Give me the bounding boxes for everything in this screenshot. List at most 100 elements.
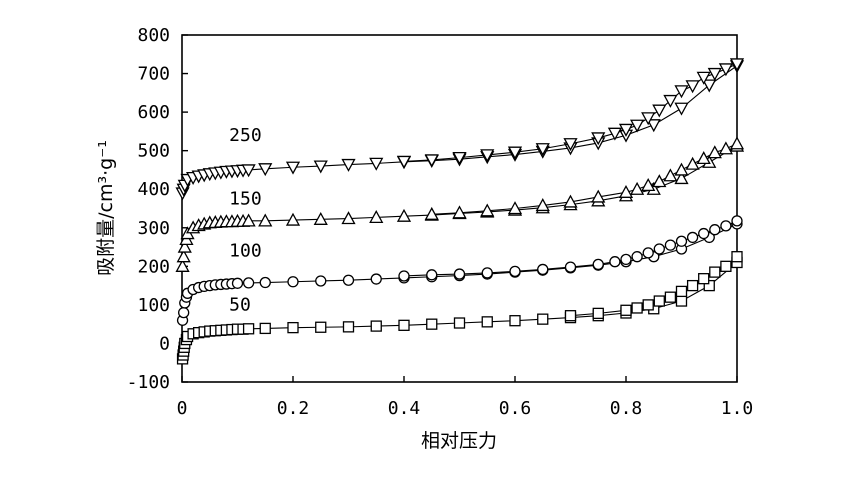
series-100-desorption-point	[564, 261, 577, 273]
series-50-desorption-point	[631, 302, 643, 314]
series-150-desorption-point	[652, 174, 667, 188]
y-tick-label: 700	[137, 64, 170, 85]
series-100-adsorption-point	[259, 276, 271, 289]
series-50-desorption-point	[720, 260, 732, 272]
series-250-adsorption-point	[369, 157, 384, 171]
x-tick-label: 0.2	[277, 398, 310, 419]
series-150-adsorption-point	[175, 258, 190, 272]
y-tick-label: 200	[137, 256, 170, 277]
y-tick-label: 600	[137, 102, 170, 123]
series-100-desorption-point	[426, 269, 438, 281]
series-50-adsorption-point	[370, 320, 382, 332]
series-150-desorption-point	[630, 181, 645, 195]
series-150-adsorption-point	[341, 211, 356, 225]
series-250-desorption-point	[663, 94, 678, 108]
series-150-desorption-point	[424, 206, 439, 220]
series-50-desorption-point	[675, 285, 688, 298]
series-100-desorption-point	[709, 224, 721, 236]
series-250-desorption-point	[424, 154, 439, 168]
series-100-adsorption-point	[242, 277, 255, 289]
series-150-desorption-point	[663, 168, 678, 182]
series-50-desorption-point	[592, 307, 604, 320]
series-label-150: 150	[229, 189, 262, 210]
series-250-desorption-point	[707, 67, 722, 81]
series-100-desorption-point	[653, 243, 665, 255]
series-250-desorption-point	[607, 127, 622, 141]
series-100-adsorption-point	[178, 306, 190, 319]
series-150-adsorption-point	[369, 210, 384, 224]
series-50-adsorption-point	[453, 317, 466, 329]
series-150-desorption-point	[452, 205, 467, 219]
series-150-desorption-point	[618, 184, 634, 198]
series-100-adsorption-point	[315, 275, 327, 287]
series-100-desorption-point	[731, 215, 743, 227]
series-150-adsorption-point	[258, 213, 273, 227]
series-250-adsorption-point	[241, 164, 256, 178]
series-250-desorption-point	[729, 58, 745, 72]
series-50-desorption-point	[564, 310, 577, 322]
series-100-desorption-point	[592, 258, 604, 271]
series-100-desorption-point	[664, 239, 677, 251]
series-50-desorption-point	[698, 273, 710, 285]
series-50-adsorption-point	[315, 321, 327, 333]
series-150-desorption-point	[507, 201, 523, 215]
series-50-adsorption-point	[398, 319, 410, 331]
series-50-adsorption-point	[287, 321, 299, 334]
series-250-desorption-point	[396, 155, 412, 169]
series-250-desorption-point	[563, 138, 578, 152]
x-tick-label: 0.8	[610, 398, 643, 419]
plot-frame	[181, 34, 738, 383]
series-150-desorption-point	[535, 198, 550, 212]
series-250-adsorption-point	[674, 102, 689, 116]
series-labels: 250 150 100 50	[229, 125, 262, 316]
series-100-desorption-point	[720, 220, 732, 232]
series-150-desorption-point	[480, 203, 495, 217]
series-100-adsorption-point	[370, 273, 382, 285]
y-axis: -100 0 100 200 300 400 500 600 700 800	[127, 25, 188, 393]
series-100-desorption-point	[537, 263, 549, 276]
series-150-desorption-point	[707, 145, 722, 159]
series-50-adsorption-point	[509, 315, 521, 327]
series-50	[176, 251, 743, 365]
series-250-desorption-point	[685, 80, 700, 94]
series-250-desorption-point	[618, 123, 634, 137]
series-50-adsorption-point	[426, 318, 438, 330]
series-250-adsorption-point	[702, 79, 717, 93]
series-250-desorption-point	[591, 132, 606, 146]
series-50-adsorption-point	[242, 323, 255, 335]
series-250-adsorption-point	[285, 161, 301, 175]
series-100-desorption-point	[609, 256, 621, 268]
series-150-desorption-point	[591, 189, 606, 203]
series-100-desorption-point	[698, 227, 710, 240]
series-250-desorption-point	[652, 104, 667, 118]
series-150-desorption-point	[641, 178, 656, 192]
series-150-desorption-point	[563, 194, 578, 208]
series-250-desorption-point	[480, 149, 495, 163]
series-100-desorption-point	[453, 268, 466, 280]
series-100-desorption-point	[481, 267, 493, 279]
series-100-desorption-point	[675, 235, 688, 247]
series-150-adsorption-point	[674, 171, 689, 185]
series-100-desorption-point	[620, 253, 632, 266]
series-100-desorption-point	[631, 251, 643, 263]
series-100-adsorption-point	[342, 274, 355, 286]
series-50-desorption-point	[709, 266, 721, 278]
series-50-desorption-point	[653, 295, 665, 307]
series-150-adsorption-point	[313, 211, 328, 225]
series-50-desorption-point	[686, 279, 699, 292]
series-100	[176, 215, 743, 326]
series-250-desorption-point	[696, 71, 711, 85]
series-150-adsorption-point	[285, 212, 301, 226]
x-tick-label: 0.6	[499, 398, 532, 419]
series-50-adsorption-point	[481, 316, 493, 328]
y-tick-label: -100	[127, 372, 170, 393]
x-tick-label: 0	[177, 398, 188, 419]
series-150-desorption-point	[674, 162, 689, 176]
series-layer	[175, 58, 745, 365]
series-50-adsorption-point	[537, 313, 549, 325]
x-tick-label: 0.4	[388, 398, 421, 419]
x-axis-title: 相对压力	[421, 430, 497, 452]
series-50-desorption-point	[664, 291, 677, 303]
series-label-250: 250	[229, 125, 262, 146]
